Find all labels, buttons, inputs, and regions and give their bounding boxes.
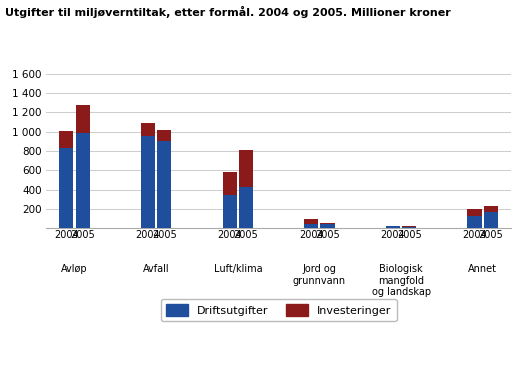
Text: Jord og
grunnvann: Jord og grunnvann bbox=[293, 264, 346, 286]
Bar bbox=[222, 195, 237, 228]
Text: Avfall: Avfall bbox=[143, 264, 169, 274]
Bar bbox=[141, 123, 155, 137]
Bar bbox=[239, 151, 253, 187]
Bar bbox=[320, 223, 335, 224]
Bar bbox=[386, 226, 400, 228]
Text: Annet: Annet bbox=[469, 264, 497, 274]
Bar bbox=[157, 130, 171, 141]
Bar bbox=[75, 105, 90, 133]
Legend: Driftsutgifter, Investeringer: Driftsutgifter, Investeringer bbox=[160, 298, 397, 321]
Bar bbox=[304, 219, 318, 224]
Bar bbox=[402, 227, 416, 228]
Text: Luft/klima: Luft/klima bbox=[214, 264, 262, 274]
Bar bbox=[484, 206, 498, 212]
Bar bbox=[320, 224, 335, 228]
Bar bbox=[484, 212, 498, 228]
Bar bbox=[75, 133, 90, 228]
Bar bbox=[59, 148, 73, 228]
Bar bbox=[467, 209, 482, 216]
Bar bbox=[141, 137, 155, 228]
Bar bbox=[467, 216, 482, 228]
Text: Avløp: Avløp bbox=[61, 264, 88, 274]
Bar bbox=[402, 226, 416, 227]
Bar bbox=[239, 187, 253, 228]
Bar bbox=[304, 224, 318, 228]
Bar bbox=[222, 171, 237, 195]
Text: Biologisk
mangfold
og landskap: Biologisk mangfold og landskap bbox=[372, 264, 431, 297]
Text: Utgifter til miljøverntiltak, etter formål. 2004 og 2005. Millioner kroner: Utgifter til miljøverntiltak, etter form… bbox=[5, 6, 451, 18]
Bar bbox=[59, 131, 73, 148]
Bar bbox=[157, 141, 171, 228]
